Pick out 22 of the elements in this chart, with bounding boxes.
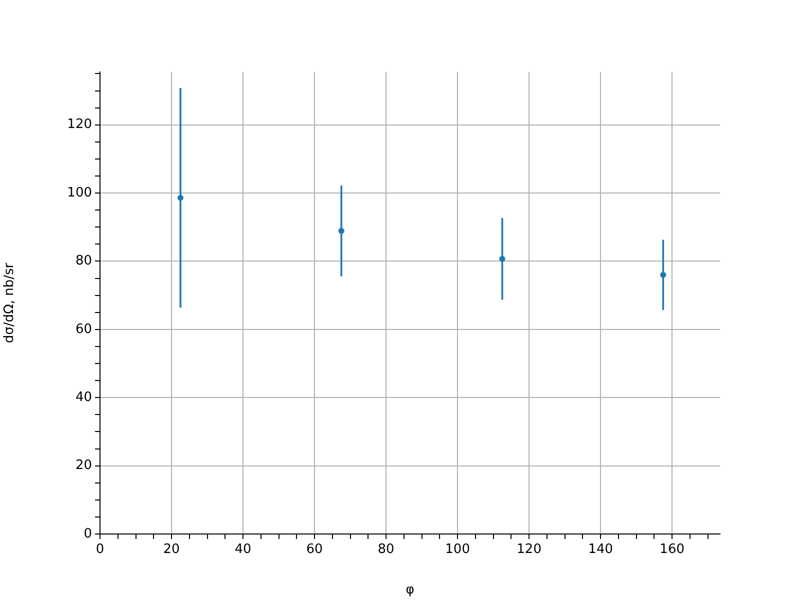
y-tick-label: 40	[75, 390, 92, 405]
y-tick-label: 80	[75, 254, 92, 269]
x-tick-label: 140	[588, 542, 613, 558]
x-axis-title: φ	[406, 582, 414, 598]
point	[177, 194, 184, 201]
y-tick-label: 20	[75, 458, 92, 474]
x-tick-label: 40	[234, 542, 252, 558]
point	[499, 256, 506, 262]
y-tick-label: 60	[75, 322, 92, 337]
x-tick-label: 60	[306, 542, 323, 558]
y-tick-label: 100	[67, 185, 92, 200]
point	[338, 228, 344, 234]
y-tick-label: 120	[67, 117, 92, 132]
x-tick-label: 20	[163, 542, 180, 558]
x-tick-label: 120	[516, 542, 542, 558]
x-tick-label: 160	[660, 542, 684, 558]
x-tick-label: 100	[445, 542, 470, 558]
y-tick-label: 0	[84, 526, 92, 542]
point	[660, 272, 666, 278]
x-tick-label: 0	[96, 542, 104, 558]
x-tick-label: 80	[378, 542, 394, 558]
y-axis-title: dσ/dΩ, nb/sr	[2, 262, 18, 344]
